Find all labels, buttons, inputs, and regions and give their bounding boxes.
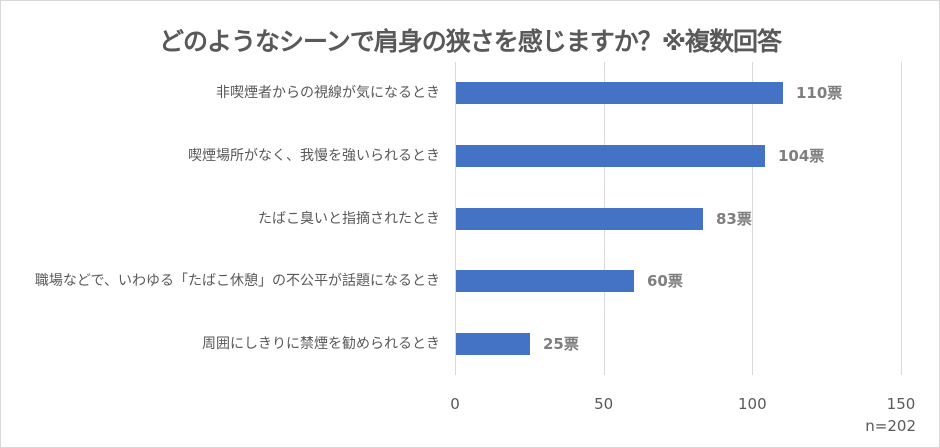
x-tick-label: 150 xyxy=(886,395,916,413)
bar xyxy=(456,333,530,355)
category-label: 周囲にしきりに禁煙を勧められるとき xyxy=(202,336,440,352)
sample-size-note: n=202 xyxy=(865,417,916,435)
bar-value-label: 110票 xyxy=(796,84,843,102)
bar-value-label: 83票 xyxy=(716,210,752,228)
y-axis-line xyxy=(455,62,456,375)
gridline xyxy=(901,62,902,375)
x-tick-label: 50 xyxy=(594,395,614,413)
x-tick-label: 100 xyxy=(738,395,767,413)
bar xyxy=(456,270,634,292)
bar-value-label: 60票 xyxy=(647,272,683,290)
category-label: 非喫煙者からの視線が気になるとき xyxy=(216,85,440,101)
bar xyxy=(456,208,703,230)
bar-value-label: 104票 xyxy=(778,147,825,165)
category-label: 喫煙場所がなく、我慢を強いられるとき xyxy=(188,148,440,164)
chart-title: どのようなシーンで肩身の狭さを感じますか？※複数回答 xyxy=(158,27,782,56)
x-tick-label: 0 xyxy=(450,395,460,413)
category-label: たばこ臭いと指摘されたとき xyxy=(258,211,440,227)
plot-area: 110票 104票 83票 60票 25票 xyxy=(455,62,902,375)
bar-value-label: 25票 xyxy=(543,335,579,353)
gridline xyxy=(752,62,753,375)
category-label: 職場などで、いわゆる「たばこ休憩」の不公平が話題になるとき xyxy=(34,273,440,289)
bar xyxy=(456,82,783,104)
bar xyxy=(456,145,765,167)
